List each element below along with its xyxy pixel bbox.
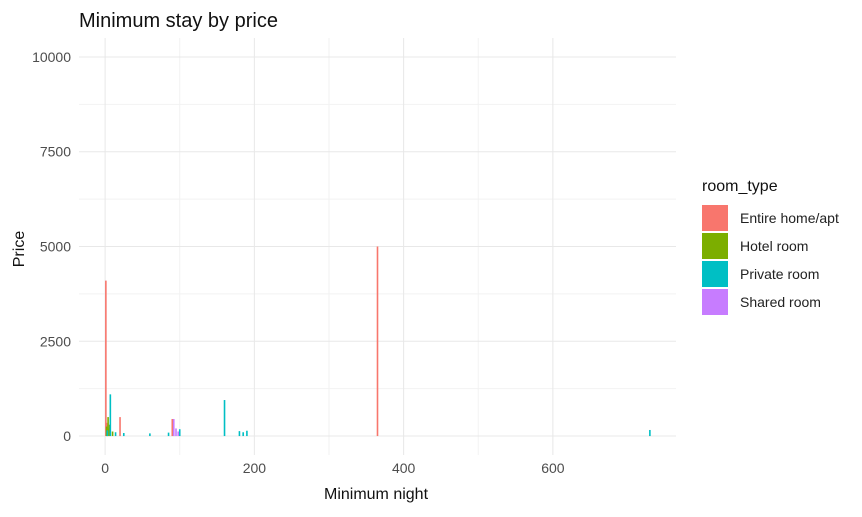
y-tick-label: 5000 [40, 239, 71, 255]
bar-entire-home-apt-0 [105, 280, 107, 437]
bar-private-room-11 [649, 429, 651, 437]
bar-private-room-9 [242, 432, 244, 437]
bar-shared-room-2 [177, 431, 180, 437]
bar-hotel-room-3 [111, 431, 114, 437]
x-tick-label: 0 [101, 460, 109, 476]
y-tick-label: 2500 [40, 333, 71, 349]
y-tick-label: 10000 [32, 49, 71, 65]
bar-private-room-3 [122, 433, 125, 437]
x-axis-label: Minimum night [324, 486, 429, 503]
bar-entire-home-apt-4 [119, 417, 121, 437]
legend-swatch-hotel-room [702, 233, 728, 259]
legend-swatch-shared-room [702, 289, 728, 315]
y-axis-label: Price [11, 231, 28, 268]
bar-private-room-6 [178, 429, 181, 437]
bar-shared-room-1 [175, 428, 177, 437]
legend-item-entire-home: Entire home/apt [702, 204, 852, 232]
bar-shared-room-0 [172, 418, 175, 437]
bar-entire-home-apt-6 [376, 246, 379, 437]
bar-private-room-8 [238, 431, 241, 437]
legend-swatch-private-room [702, 261, 728, 287]
bar-private-room-5 [167, 432, 170, 437]
legend-label-shared-room: Shared room [740, 294, 821, 310]
bar-private-room-1 [109, 394, 112, 437]
x-tick-label: 200 [243, 460, 267, 476]
legend-label-private-room: Private room [740, 266, 820, 282]
x-tick-label: 600 [541, 460, 565, 476]
bar-entire-home-apt-5 [171, 418, 174, 437]
legend-label-entire-home: Entire home/apt [740, 210, 839, 226]
legend-item-hotel-room: Hotel room [702, 232, 852, 260]
y-tick-label: 7500 [40, 144, 71, 160]
bar-private-room-7 [223, 400, 226, 437]
x-tick-label: 400 [392, 460, 416, 476]
axis-layer: 0 200 400 600 0 2500 5000 7500 10000 [32, 49, 565, 476]
legend-item-shared-room: Shared room [702, 288, 852, 316]
chart-title: Minimum stay by price [79, 10, 278, 32]
bar-private-room-2 [114, 432, 117, 437]
legend-item-private-room: Private room [702, 260, 852, 288]
legend-title: room_type [702, 178, 778, 195]
legend-swatch-entire-home [702, 205, 728, 231]
bar-private-room-4 [149, 433, 151, 437]
legend: room_type Entire home/apt Hotel room Pri… [702, 178, 852, 316]
bar-private-room-10 [246, 430, 248, 437]
bar-hotel-room-1 [107, 417, 109, 437]
bar-private-room-0 [106, 430, 109, 437]
y-tick-label: 0 [63, 428, 71, 444]
legend-label-hotel-room: Hotel room [740, 238, 809, 254]
bars-layer [105, 246, 651, 437]
